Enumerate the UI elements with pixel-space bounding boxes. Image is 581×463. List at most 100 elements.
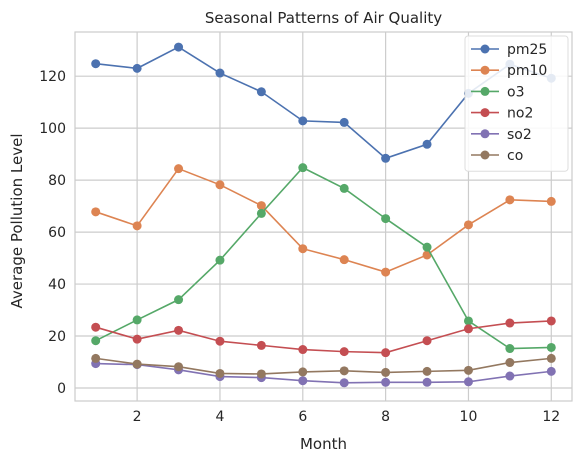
legend-label: o3 — [507, 84, 524, 100]
series-co — [91, 353, 556, 379]
legend-swatch-marker — [480, 108, 490, 118]
data-point-so2 — [298, 376, 308, 386]
series-line-co — [95, 357, 552, 375]
legend-item-pm25: pm25 — [471, 42, 547, 58]
x-tick-label: 6 — [298, 409, 307, 425]
data-point-pm10 — [339, 255, 349, 265]
data-point-no2 — [174, 325, 184, 335]
data-point-pm25 — [132, 63, 142, 73]
data-point-co — [132, 359, 142, 369]
data-point-co — [546, 353, 556, 363]
data-point-co — [256, 369, 266, 379]
legend-label: pm10 — [507, 63, 547, 79]
data-point-co — [463, 365, 473, 375]
data-point-no2 — [256, 340, 266, 350]
legend-item-co: co — [471, 148, 523, 164]
data-point-so2 — [339, 378, 349, 388]
data-point-pm10 — [546, 196, 556, 206]
data-point-pm10 — [174, 164, 184, 174]
data-point-pm10 — [215, 180, 225, 190]
data-point-pm25 — [215, 68, 225, 78]
y-tick-label: 100 — [39, 121, 66, 137]
data-point-so2 — [422, 377, 432, 387]
data-point-o3 — [422, 242, 432, 252]
data-point-pm25 — [174, 42, 184, 52]
data-point-o3 — [505, 344, 515, 354]
data-point-o3 — [174, 295, 184, 305]
data-point-o3 — [546, 342, 556, 352]
legend-item-pm10: pm10 — [471, 63, 547, 79]
data-point-o3 — [256, 208, 266, 218]
data-point-o3 — [215, 255, 225, 265]
data-point-no2 — [422, 336, 432, 346]
y-tick-label: 60 — [48, 225, 66, 241]
data-point-pm25 — [91, 59, 101, 69]
series-line-no2 — [95, 320, 552, 354]
series-line-so2 — [95, 362, 552, 384]
data-point-so2 — [381, 377, 391, 387]
data-point-so2 — [546, 366, 556, 376]
legend-swatch-marker — [480, 129, 490, 139]
x-tick-label: 8 — [381, 409, 390, 425]
x-tick-label: 2 — [133, 409, 142, 425]
series-line-pm10 — [95, 167, 552, 273]
x-axis-title: Month — [300, 435, 347, 453]
data-point-no2 — [505, 318, 515, 328]
x-tick-label: 10 — [460, 409, 478, 425]
data-point-o3 — [91, 336, 101, 346]
data-point-co — [298, 367, 308, 377]
data-point-pm25 — [339, 117, 349, 127]
data-point-pm10 — [505, 195, 515, 205]
data-point-co — [91, 353, 101, 363]
x-tick-label: 4 — [215, 409, 224, 425]
y-tick-label: 40 — [48, 277, 66, 293]
data-point-pm25 — [256, 87, 266, 97]
y-tick-label: 120 — [39, 69, 66, 85]
data-point-so2 — [463, 377, 473, 387]
legend-swatch-marker — [480, 65, 490, 75]
data-point-no2 — [381, 348, 391, 358]
data-point-co — [174, 362, 184, 372]
series-pm10 — [91, 164, 556, 277]
data-point-pm10 — [381, 267, 391, 277]
y-tick-label: 80 — [48, 173, 66, 189]
data-point-pm10 — [91, 207, 101, 217]
data-point-pm10 — [256, 201, 266, 211]
data-point-co — [381, 367, 391, 377]
x-tick-label: 12 — [542, 409, 560, 425]
data-point-no2 — [463, 324, 473, 334]
data-point-co — [215, 368, 225, 378]
y-tick-label: 20 — [48, 329, 66, 345]
data-point-pm25 — [298, 116, 308, 126]
data-point-no2 — [298, 345, 308, 355]
plot-border — [74, 31, 573, 402]
chart-title: Seasonal Patterns of Air Quality — [205, 9, 442, 27]
legend-swatch-marker — [480, 150, 490, 160]
data-point-no2 — [91, 322, 101, 332]
legend-label: so2 — [507, 127, 532, 143]
data-point-so2 — [505, 371, 515, 381]
data-point-o3 — [381, 214, 391, 224]
series-no2 — [91, 316, 556, 358]
legend-swatch-marker — [480, 44, 490, 54]
legend: pm25 pm10 o3 no2 so2 co — [464, 35, 569, 172]
data-point-o3 — [132, 315, 142, 325]
legend-item-o3: o3 — [471, 84, 524, 100]
legend-label: co — [507, 148, 523, 164]
y-tick-label: 0 — [57, 381, 66, 397]
y-axis-title: Average Pollution Level — [8, 134, 26, 309]
data-point-co — [422, 366, 432, 376]
series-line-o3 — [95, 166, 552, 350]
legend-swatch-marker — [480, 86, 490, 96]
data-point-no2 — [215, 336, 225, 346]
legend-label: no2 — [507, 106, 533, 122]
legend-label: pm25 — [507, 42, 547, 58]
plot-frame — [74, 31, 573, 402]
data-point-co — [339, 366, 349, 376]
series-so2 — [91, 359, 556, 388]
series-lines — [91, 42, 556, 388]
legend-item-so2: so2 — [471, 127, 532, 143]
data-point-pm10 — [132, 221, 142, 231]
